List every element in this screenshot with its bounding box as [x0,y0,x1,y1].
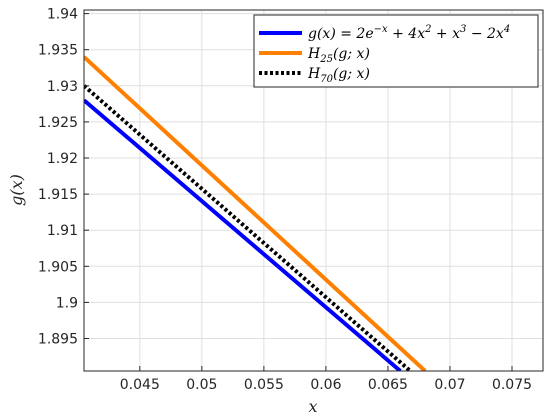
plot-frame [83,9,544,372]
y-tick-label: 1.915 [38,187,78,203]
legend: g(x) = 2e−x + 4x2 + x3 − 2x4 H25(g; x) H… [253,14,539,88]
y-tick-label: 1.925 [38,115,78,131]
x-tick-label: 0.065 [368,377,408,393]
x-tick-label: 0.075 [492,377,532,393]
series-group [84,55,427,371]
y-tick-label: 1.895 [38,332,78,348]
legend-label-h70: H70(g; x) [307,66,370,85]
ticks: 0.045 0.05 0.055 0.06 0.065 0.07 0.075 1.895 1.9… [38,7,532,393]
y-tick-label: 1.94 [47,7,78,23]
y-tick-label: 1.93 [47,79,78,95]
y-tick-label: 1.935 [38,43,78,59]
y-tick-label: 1.92 [47,151,78,167]
series-line-h25 [84,55,427,371]
x-tick-label: 0.05 [186,377,217,393]
series-line-h70 [84,84,412,371]
x-tick-label: 0.055 [244,377,284,393]
x-tick-label: 0.06 [310,377,341,393]
y-tick-label: 1.905 [38,259,78,275]
series-line-g [84,98,402,371]
y-axis-label: g(x) [7,174,26,206]
x-axis-label: x [308,397,317,416]
legend-label-g: g(x) = 2e−x + 4x2 + x3 − 2x4 [308,24,510,42]
x-tick-label: 0.07 [434,377,465,393]
y-tick-label: 1.91 [47,223,78,239]
legend-label-h25: H25(g; x) [307,46,370,65]
y-tick-label: 1.9 [56,295,78,311]
x-tick-label: 0.045 [120,377,160,393]
